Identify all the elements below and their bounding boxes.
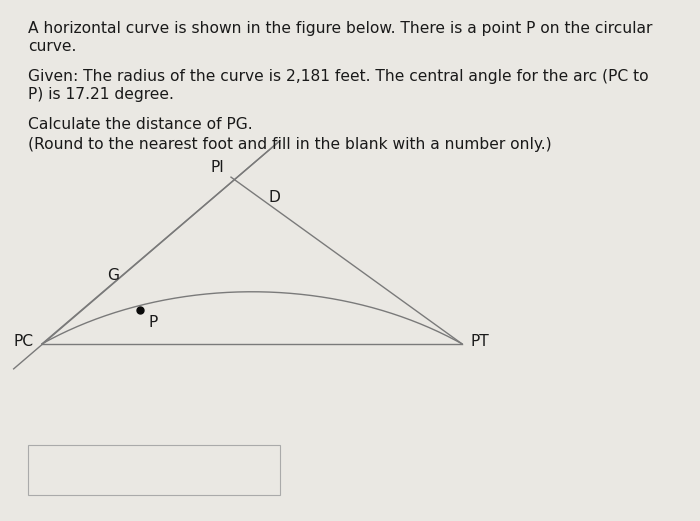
Text: curve.: curve. <box>28 39 76 54</box>
Text: D: D <box>268 191 280 205</box>
Text: Given: The radius of the curve is 2,181 feet. The central angle for the arc (PC : Given: The radius of the curve is 2,181 … <box>28 69 649 84</box>
Text: (Round to the nearest foot and fill in the blank with a number only.): (Round to the nearest foot and fill in t… <box>28 137 552 152</box>
Text: PC: PC <box>13 334 34 349</box>
Text: A horizontal curve is shown in the figure below. There is a point P on the circu: A horizontal curve is shown in the figur… <box>28 21 652 36</box>
Text: P: P <box>148 315 158 330</box>
Text: PI: PI <box>210 160 224 175</box>
FancyBboxPatch shape <box>28 445 280 495</box>
Text: G: G <box>107 268 119 283</box>
Text: PT: PT <box>470 334 489 349</box>
Text: P) is 17.21 degree.: P) is 17.21 degree. <box>28 87 174 102</box>
Text: Calculate the distance of PG.: Calculate the distance of PG. <box>28 117 253 132</box>
